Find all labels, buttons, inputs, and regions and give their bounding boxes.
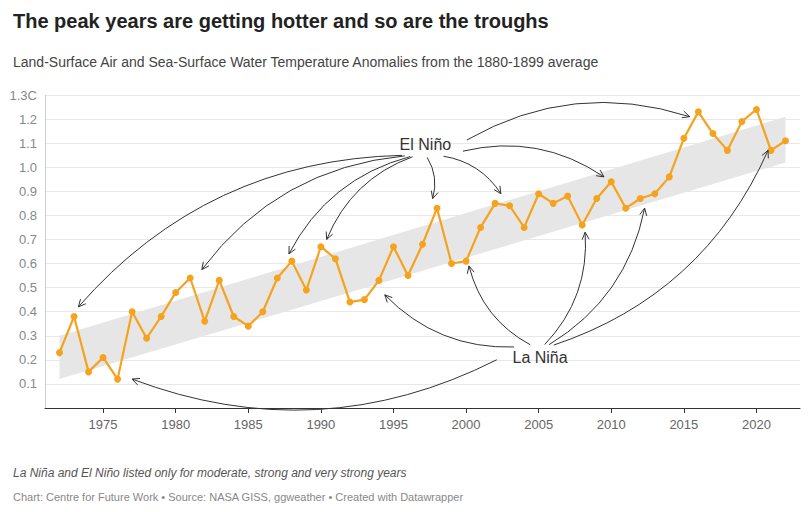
svg-text:The peak years are getting hot: The peak years are getting hotter and so…: [13, 10, 549, 32]
svg-text:1.1: 1.1: [19, 136, 37, 151]
svg-text:2015: 2015: [669, 417, 698, 432]
svg-text:0.2: 0.2: [19, 352, 37, 367]
svg-text:1995: 1995: [379, 417, 408, 432]
svg-text:0.7: 0.7: [19, 232, 37, 247]
svg-text:2010: 2010: [597, 417, 626, 432]
svg-text:La Niña: La Niña: [513, 349, 568, 366]
svg-text:1.2: 1.2: [19, 112, 37, 127]
svg-text:Chart: Centre for Future Work: Chart: Centre for Future Work • Source: …: [13, 491, 463, 503]
svg-text:2020: 2020: [742, 417, 771, 432]
svg-text:0.9: 0.9: [19, 184, 37, 199]
svg-text:1980: 1980: [161, 417, 190, 432]
svg-text:0.3: 0.3: [19, 328, 37, 343]
svg-text:2005: 2005: [524, 417, 553, 432]
svg-text:0.5: 0.5: [19, 280, 37, 295]
svg-text:Land-Surface Air and Sea-Surfa: Land-Surface Air and Sea-Surface Water T…: [13, 54, 598, 70]
svg-text:1985: 1985: [234, 417, 263, 432]
svg-text:1975: 1975: [89, 417, 118, 432]
svg-text:2000: 2000: [452, 417, 481, 432]
svg-text:0.8: 0.8: [19, 208, 37, 223]
svg-text:La Niña and El Niño listed onl: La Niña and El Niño listed only for mode…: [13, 466, 407, 480]
svg-text:0.6: 0.6: [19, 256, 37, 271]
svg-text:0.1: 0.1: [19, 376, 37, 391]
svg-text:1.0: 1.0: [19, 160, 37, 175]
svg-text:1.3C: 1.3C: [10, 88, 37, 103]
svg-text:El Niño: El Niño: [400, 136, 452, 153]
svg-text:0.4: 0.4: [19, 304, 37, 319]
svg-text:1990: 1990: [306, 417, 335, 432]
